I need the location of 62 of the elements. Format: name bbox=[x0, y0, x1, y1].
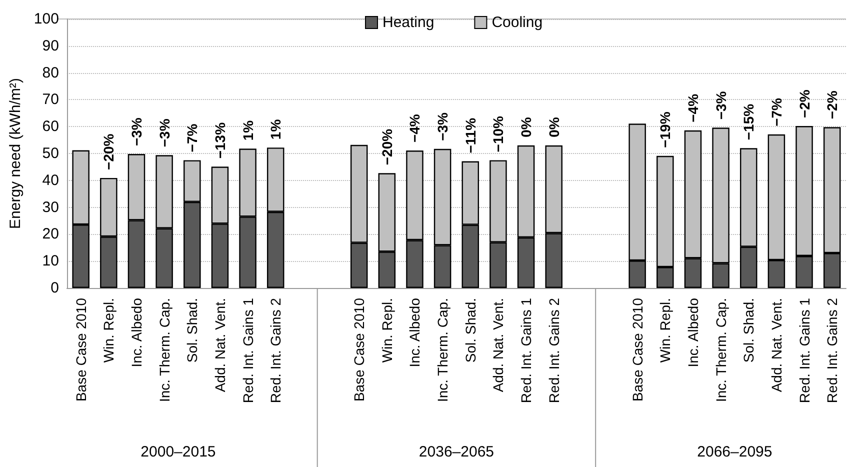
y-tick-label: 20 bbox=[42, 226, 59, 243]
annotation: −3% bbox=[128, 117, 144, 146]
annotation: −10% bbox=[490, 115, 506, 152]
text: 2000–2015 bbox=[140, 444, 216, 460]
x-tick-label: Red. Int. Gains 1 bbox=[796, 298, 812, 404]
x-tick-label: Base Case 2010 bbox=[629, 298, 646, 402]
legend-label: Heating bbox=[382, 14, 434, 31]
annotation: −20% bbox=[378, 128, 395, 166]
annotation: −4% bbox=[684, 93, 701, 122]
y-tick-label: 40 bbox=[42, 172, 59, 189]
legend-label: Cooling bbox=[492, 14, 543, 31]
annotation: −7% bbox=[184, 123, 200, 152]
annotation: −4% bbox=[406, 114, 423, 143]
x-tick-label: Win. Repl. bbox=[378, 298, 395, 363]
x-tick-label: Sol. Shad. bbox=[462, 298, 478, 363]
x-tick-label: Base Case 2010 bbox=[351, 298, 368, 402]
x-tick-label: Inc. Therm. Cap. bbox=[434, 298, 451, 402]
x-tick-label: Sol. Shad. bbox=[740, 298, 757, 363]
x-tick-label: Win. Repl. bbox=[100, 298, 117, 363]
annotation: −3% bbox=[156, 118, 172, 148]
y-tick-label: 90 bbox=[42, 37, 59, 54]
annotation: −13% bbox=[212, 122, 228, 159]
annotation: −15% bbox=[740, 103, 757, 140]
x-tick-label: Win. Repl. bbox=[657, 298, 674, 363]
text: 2036–2065 bbox=[418, 444, 494, 460]
annotation: −20% bbox=[100, 133, 117, 170]
x-tick-label: Inc. Therm. Cap. bbox=[712, 298, 729, 402]
annotation: 0% bbox=[546, 116, 562, 138]
annotation: −3% bbox=[434, 112, 451, 141]
x-tick-label: Add. Nat. Vent. bbox=[490, 298, 506, 392]
text: 2066–2095 bbox=[697, 444, 772, 460]
annotation: −19% bbox=[657, 111, 674, 148]
annotation: −2% bbox=[824, 90, 840, 120]
x-tick-label: Add. Nat. Vent. bbox=[212, 298, 228, 392]
x-tick-label: Red. Int. Gains 2 bbox=[268, 298, 284, 404]
x-tick-label: Base Case 2010 bbox=[72, 298, 89, 402]
y-tick-label: 80 bbox=[42, 64, 59, 82]
annotation: −11% bbox=[462, 117, 478, 154]
x-tick-label: Red. Int. Gains 2 bbox=[546, 298, 562, 404]
x-tick-label: Sol. Shad. bbox=[184, 298, 200, 363]
y-tick-label: 70 bbox=[42, 91, 59, 108]
annotation: −2% bbox=[796, 89, 812, 118]
annotation: 1% bbox=[268, 118, 284, 140]
annotation: −3% bbox=[712, 90, 729, 120]
x-tick-label: Inc. Albedo bbox=[684, 298, 701, 368]
x-tick-label: Red. Int. Gains 2 bbox=[824, 298, 840, 404]
y-tick-label: 10 bbox=[42, 252, 59, 270]
y-axis-title: Energy need (kWh/m²) bbox=[7, 78, 24, 229]
y-tick-label: 0 bbox=[50, 280, 59, 296]
annotation: 1% bbox=[240, 120, 256, 141]
annotation: 0% bbox=[518, 116, 534, 138]
x-tick-label: Inc. Therm. Cap. bbox=[156, 298, 172, 402]
y-tick-label: 50 bbox=[42, 145, 59, 162]
x-tick-label: Red. Int. Gains 1 bbox=[240, 298, 256, 404]
y-tick-label: 100 bbox=[34, 10, 59, 28]
x-tick-label: Inc. Albedo bbox=[406, 298, 423, 368]
y-tick-label: 60 bbox=[42, 118, 59, 136]
annotation: −7% bbox=[768, 97, 784, 126]
x-tick-label: Inc. Albedo bbox=[128, 298, 144, 368]
y-tick-label: 30 bbox=[42, 198, 59, 216]
x-tick-label: Add. Nat. Vent. bbox=[768, 298, 784, 392]
x-tick-label: Red. Int. Gains 1 bbox=[518, 298, 534, 404]
